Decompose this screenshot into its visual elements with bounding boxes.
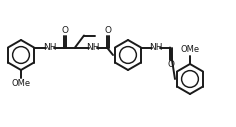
Text: OMe: OMe xyxy=(180,45,200,54)
Text: OMe: OMe xyxy=(11,80,31,89)
Text: O: O xyxy=(105,26,111,35)
Text: NH: NH xyxy=(43,43,57,52)
Text: O: O xyxy=(62,26,68,35)
Text: NH: NH xyxy=(86,43,100,52)
Text: O: O xyxy=(168,60,174,69)
Text: NH: NH xyxy=(149,43,163,52)
